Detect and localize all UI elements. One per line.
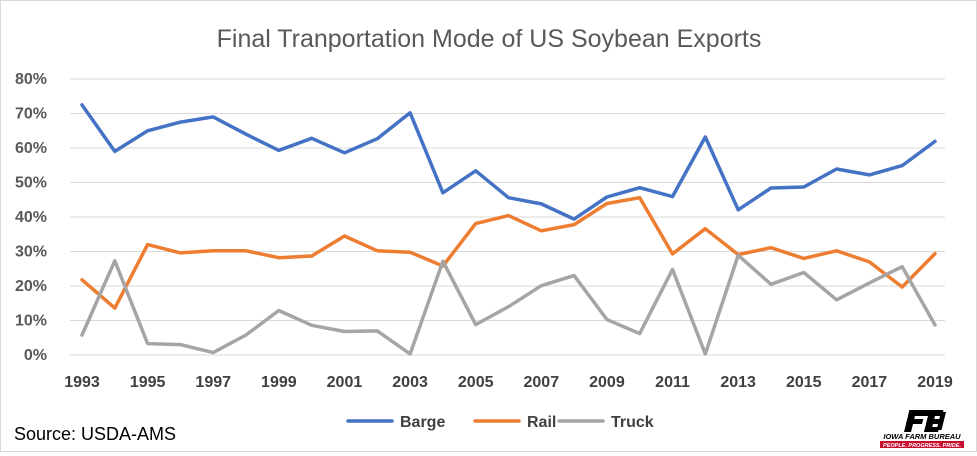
series-line-rail	[80, 195, 937, 310]
series-line-barge	[80, 103, 937, 221]
source-note: Source: USDA-AMS	[14, 424, 177, 444]
legend: Barge Rail Truck	[346, 414, 654, 431]
svg-text:IOWA FARM BUREAU: IOWA FARM BUREAU	[883, 432, 961, 441]
x-tick-label: 2015	[786, 374, 822, 391]
x-tick-label: 2007	[524, 374, 560, 391]
x-axis-ticks: 1993 1995 1997 1999 2001 2003 2005 2007 2009 2011…	[64, 374, 953, 391]
iowa-farm-bureau-logo: IOWA FARM BUREAU PEOPLE. PROGRESS. PRIDE…	[876, 408, 968, 449]
legend-label-barge: Barge	[400, 414, 445, 431]
y-tick-label: 60%	[15, 140, 47, 157]
x-tick-label: 2011	[655, 374, 690, 391]
y-tick-label: 70%	[15, 106, 47, 123]
y-tick-label: 10%	[15, 313, 47, 330]
y-tick-label: 80%	[15, 71, 47, 88]
svg-text:PEOPLE. PROGRESS. PRIDE.: PEOPLE. PROGRESS. PRIDE.	[883, 443, 961, 448]
y-tick-label: 40%	[15, 209, 47, 226]
x-tick-label: 2013	[720, 374, 756, 391]
x-tick-label: 2009	[589, 374, 625, 391]
x-tick-label: 2017	[852, 374, 888, 391]
x-tick-label: 2003	[392, 374, 428, 391]
legend-label-truck: Truck	[611, 414, 654, 431]
x-tick-label: 2019	[917, 374, 953, 391]
x-tick-label: 1999	[261, 374, 297, 391]
x-tick-label: 2005	[458, 374, 494, 391]
y-tick-label: 30%	[15, 244, 47, 261]
y-tick-label: 20%	[15, 278, 47, 295]
x-tick-label: 1993	[64, 374, 100, 391]
y-axis-ticks: 0% 10% 20% 30% 40% 50% 60% 70% 80%	[15, 71, 47, 364]
y-tick-label: 50%	[15, 175, 47, 192]
x-tick-label: 1997	[195, 374, 231, 391]
legend-label-rail: Rail	[527, 414, 556, 431]
y-tick-label: 0%	[24, 347, 47, 364]
series-line-truck	[80, 253, 937, 356]
x-tick-label: 2001	[327, 374, 363, 391]
x-tick-label: 1995	[130, 374, 166, 391]
series-lines	[80, 103, 937, 356]
chart-title: Final Tranportation Mode of US Soybean E…	[217, 25, 762, 53]
